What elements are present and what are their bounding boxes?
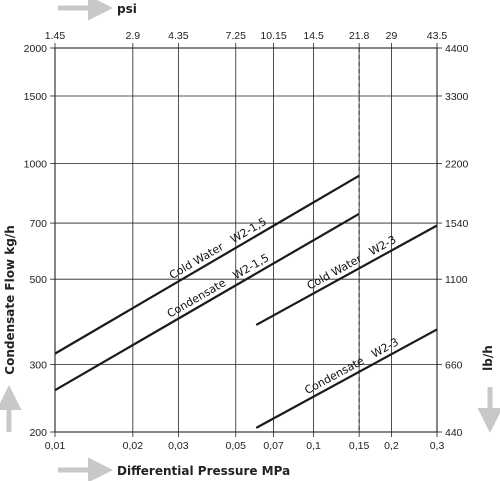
x2-tick-label: 10.15 (260, 30, 286, 42)
series-layer (54, 174, 438, 429)
y2-tick-label: 1100 (445, 274, 468, 286)
tick-layer: 0,01 1.45 0,02 2.9 0,03 4.35 0,05 7.25 0,07 10.15… (24, 30, 469, 452)
series-line (255, 328, 438, 429)
series-line (54, 212, 360, 392)
x2-tick-label: 7.25 (226, 30, 247, 42)
x-tick-label: 0,01 (45, 440, 66, 452)
series-line (54, 174, 360, 355)
x2-tick-label: 4.35 (168, 30, 189, 42)
x2-tick-label: 43.5 (427, 30, 448, 42)
y-tick-label: 200 (29, 427, 47, 439)
x2-tick-label: 29 (386, 30, 398, 42)
series-line (255, 224, 438, 326)
y2-tick-label: 3300 (445, 91, 469, 103)
x-axis-title: Differential Pressure MPa (117, 464, 290, 478)
x-tick-label: 0,05 (226, 440, 247, 452)
y2-tick-label: 660 (445, 359, 463, 371)
series-label: Condensate W2-3 (302, 335, 400, 397)
x-tick-label: 0,03 (168, 440, 189, 452)
x-tick-label: 0,1 (306, 440, 321, 452)
y2-tick-label: 4400 (445, 43, 469, 55)
x2-axis-title: psi (117, 2, 137, 16)
y2-tick-label: 1540 (445, 218, 469, 230)
x2-tick-label: 1.45 (45, 30, 66, 42)
x-tick-label: 0,07 (263, 440, 284, 452)
x-tick-label: 0,3 (430, 440, 445, 452)
series-label: Cold Water W2-3 (305, 233, 399, 293)
y-axis-title: Condensate Flow kg/h (3, 225, 17, 374)
x2-tick-label: 21.8 (349, 30, 370, 42)
x-tick-label: 0,02 (123, 440, 144, 452)
y-tick-label: 300 (29, 359, 47, 371)
y-tick-label: 500 (29, 274, 47, 286)
x-tick-label: 0,2 (384, 440, 399, 452)
x2-tick-label: 2.9 (126, 30, 141, 42)
y-tick-label: 2000 (24, 43, 48, 55)
y2-tick-label: 440 (445, 427, 463, 439)
y-tick-label: 1500 (24, 91, 48, 103)
plot-frame (54, 47, 438, 433)
y2-tick-label: 2200 (445, 159, 469, 171)
x-tick-label: 0,15 (349, 440, 370, 452)
y2-axis-title: lb/h (481, 345, 495, 371)
x2-tick-label: 14.5 (303, 30, 324, 42)
y-tick-label: 1000 (24, 159, 48, 171)
y-tick-label: 700 (29, 218, 47, 230)
